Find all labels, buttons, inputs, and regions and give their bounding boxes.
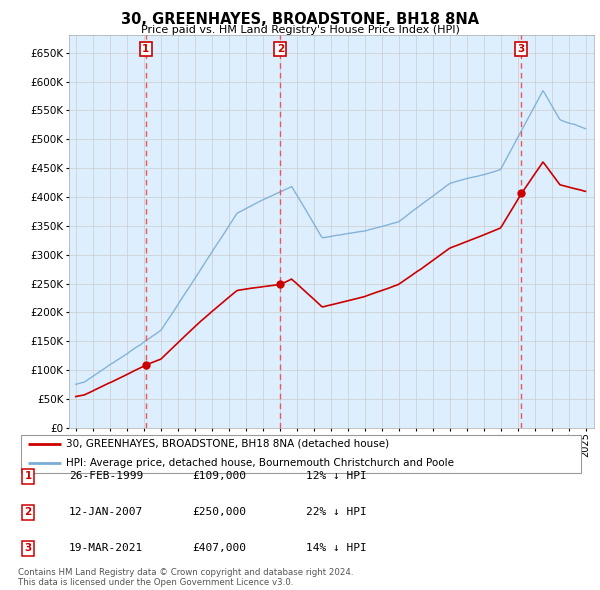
Text: Price paid vs. HM Land Registry's House Price Index (HPI): Price paid vs. HM Land Registry's House … [140, 25, 460, 35]
Text: 30, GREENHAYES, BROADSTONE, BH18 8NA: 30, GREENHAYES, BROADSTONE, BH18 8NA [121, 12, 479, 27]
Text: 19-MAR-2021: 19-MAR-2021 [69, 543, 143, 553]
FancyBboxPatch shape [21, 435, 581, 473]
Text: HPI: Average price, detached house, Bournemouth Christchurch and Poole: HPI: Average price, detached house, Bour… [66, 458, 454, 468]
Text: £407,000: £407,000 [192, 543, 246, 553]
Text: 2: 2 [277, 44, 284, 54]
Text: 2: 2 [25, 507, 32, 517]
Text: 12-JAN-2007: 12-JAN-2007 [69, 507, 143, 517]
Text: £109,000: £109,000 [192, 471, 246, 481]
Text: Contains HM Land Registry data © Crown copyright and database right 2024.: Contains HM Land Registry data © Crown c… [18, 568, 353, 576]
Text: £250,000: £250,000 [192, 507, 246, 517]
Text: 3: 3 [517, 44, 525, 54]
Text: 26-FEB-1999: 26-FEB-1999 [69, 471, 143, 481]
Text: 12% ↓ HPI: 12% ↓ HPI [306, 471, 367, 481]
Text: 30, GREENHAYES, BROADSTONE, BH18 8NA (detached house): 30, GREENHAYES, BROADSTONE, BH18 8NA (de… [66, 439, 389, 449]
Text: 14% ↓ HPI: 14% ↓ HPI [306, 543, 367, 553]
Text: 22% ↓ HPI: 22% ↓ HPI [306, 507, 367, 517]
Text: This data is licensed under the Open Government Licence v3.0.: This data is licensed under the Open Gov… [18, 578, 293, 587]
Text: 1: 1 [25, 471, 32, 481]
Text: 1: 1 [142, 44, 149, 54]
Text: 3: 3 [25, 543, 32, 553]
